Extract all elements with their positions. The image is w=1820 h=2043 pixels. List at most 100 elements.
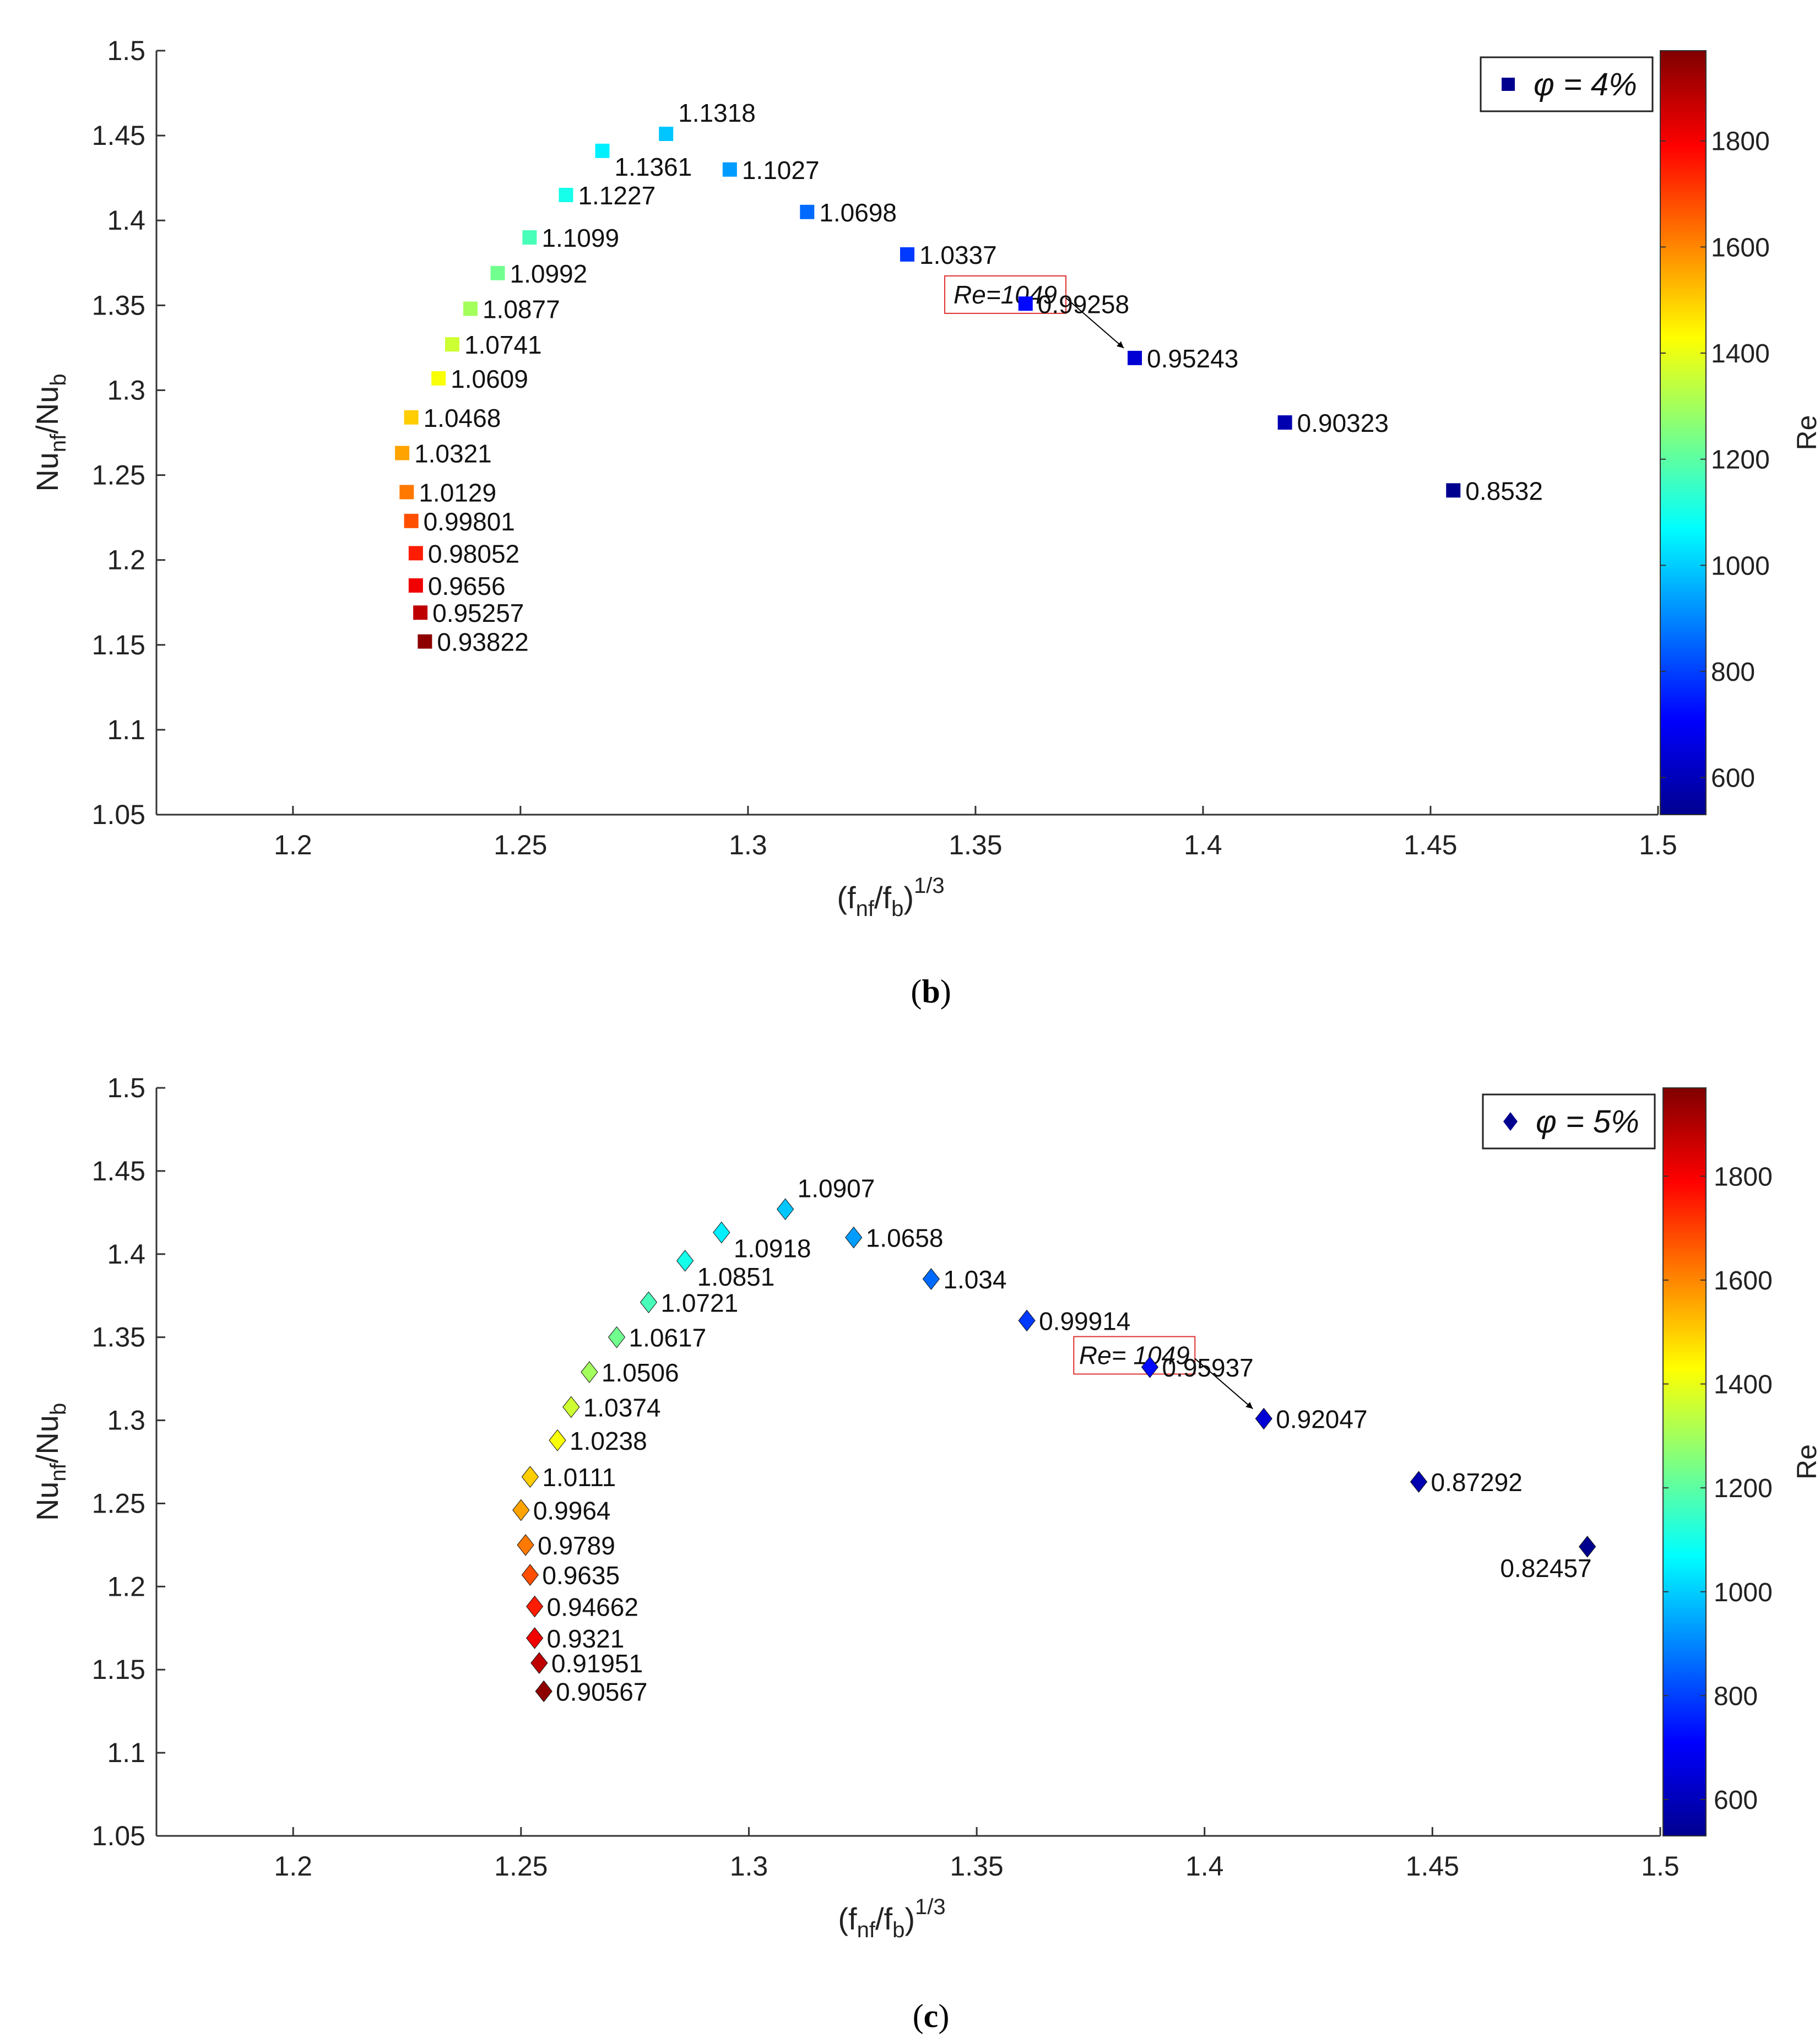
y-tick-label: 1.45: [92, 120, 145, 151]
y-tick-label: 1.25: [92, 460, 145, 491]
x-tick-label: 1.25: [494, 1851, 548, 1882]
data-point: [521, 1466, 539, 1488]
legend-text: φ = 5%: [1536, 1104, 1639, 1140]
data-label: 0.9789: [538, 1531, 615, 1560]
panel-c: 1.2 1.25 1.3 1.35 1.4 1.45 1.5 1.05 1.1 1.15 1.2 1.…: [30, 1072, 1820, 1942]
colorbar-tick-label: 1800: [1714, 1162, 1773, 1191]
data-point: [1018, 296, 1033, 311]
x-tick-label: 1.35: [949, 830, 1002, 860]
data-label: 0.90567: [556, 1677, 647, 1706]
y-tick-label: 1.15: [92, 1654, 145, 1685]
y-tick-label: 1.5: [107, 1072, 145, 1103]
data-label: 1.0877: [483, 295, 560, 323]
y-tick-label: 1.05: [92, 1820, 145, 1851]
y-tick-label: 1.1: [107, 714, 145, 745]
y-axis-label: Nunf/Nub: [30, 373, 71, 491]
x-tick-label: 1.2: [274, 830, 312, 860]
data-point: [526, 1595, 544, 1618]
data-label: 0.91951: [551, 1649, 643, 1678]
data-point: [535, 1680, 552, 1703]
data-point: [1446, 483, 1461, 498]
y-tick-label: 1.3: [107, 375, 145, 405]
data-point: [521, 1564, 539, 1586]
colorbar-label: Re: [1791, 415, 1820, 451]
colorbar-tick-label: 800: [1711, 658, 1755, 687]
data-point: [404, 513, 419, 528]
data-label: 0.99258: [1038, 290, 1129, 318]
data-point: [413, 605, 428, 620]
data-label: 0.92047: [1276, 1405, 1367, 1434]
legend-text: φ = 4%: [1534, 67, 1637, 102]
x-tick-label: 1.5: [1641, 1851, 1680, 1882]
data-label: 0.98052: [428, 539, 519, 568]
data-label: 1.1227: [578, 181, 656, 210]
data-label: 1.0698: [819, 198, 897, 227]
data-point: [1255, 1407, 1272, 1430]
colorbar-tick-label: 1800: [1711, 127, 1770, 156]
colorbar-tick-label: 600: [1711, 764, 1755, 793]
annotation-text: Re= 1049: [1079, 1341, 1190, 1370]
data-point: [676, 1250, 694, 1272]
data-label: 0.99801: [424, 507, 515, 536]
data-point: [408, 578, 423, 593]
data-label: 1.0238: [570, 1427, 647, 1455]
colorbar-tick-label: 800: [1714, 1682, 1758, 1711]
annotation-box: [1073, 1336, 1196, 1375]
data-point: [900, 247, 914, 262]
data-point: [776, 1198, 794, 1221]
data-point: [1018, 1309, 1036, 1332]
data-label: 0.95937: [1162, 1353, 1253, 1382]
x-tick-label: 1.3: [730, 1851, 768, 1882]
colorbar-tick-label: 1400: [1711, 339, 1770, 369]
data-point: [395, 446, 410, 460]
legend-marker: [1502, 78, 1515, 91]
data-point: [800, 204, 815, 219]
data-label: 0.95257: [432, 599, 524, 627]
y-axis-label: Nunf/Nub: [30, 1403, 71, 1521]
data-label: 0.93822: [437, 628, 528, 657]
colorbar-label: Re: [1791, 1444, 1820, 1480]
data-label: 1.0468: [424, 404, 501, 432]
data-point: [404, 410, 419, 425]
panel-b-caption: (b): [911, 973, 951, 1010]
data-point: [1141, 1356, 1159, 1378]
y-tick-label: 1.35: [92, 1322, 145, 1353]
data-point: [1410, 1471, 1428, 1493]
data-label: 1.0918: [734, 1234, 811, 1263]
data-label: 1.0992: [510, 259, 588, 288]
data-label: 1.0609: [451, 365, 528, 393]
x-axis-label: (fnf/fb)1/3: [838, 1895, 945, 1942]
colorbar-tick-label: 1000: [1714, 1578, 1773, 1607]
data-point: [530, 1652, 548, 1674]
colorbar-tick-label: 600: [1714, 1786, 1758, 1815]
y-tick-label: 1.5: [107, 35, 145, 66]
data-label: 0.8532: [1465, 476, 1543, 505]
data-label: 0.90323: [1297, 409, 1389, 437]
x-tick-label: 1.3: [729, 830, 767, 860]
y-tick-label: 1.1: [107, 1737, 145, 1768]
data-label: 1.0658: [866, 1224, 944, 1253]
data-point: [463, 301, 478, 316]
data-label: 1.1318: [678, 99, 756, 127]
data-point: [408, 546, 423, 561]
data-label: 1.0506: [602, 1358, 679, 1387]
x-tick-label: 1.25: [494, 830, 547, 860]
y-tick-label: 1.2: [107, 1571, 145, 1602]
y-tick-label: 1.25: [92, 1488, 145, 1519]
data-label: 1.1099: [541, 224, 619, 252]
data-label: 1.0721: [660, 1288, 738, 1317]
data-point: [399, 485, 414, 500]
data-label: 0.82457: [1500, 1554, 1591, 1583]
annotation-box: [944, 275, 1067, 314]
data-label: 1.034: [943, 1265, 1006, 1294]
data-point: [517, 1534, 534, 1556]
data-label: 0.99914: [1039, 1307, 1130, 1335]
data-label: 1.0907: [798, 1174, 875, 1202]
x-tick-label: 1.45: [1404, 830, 1457, 860]
data-point: [1128, 350, 1142, 365]
x-tick-label: 1.4: [1184, 830, 1222, 860]
colorbar: [1662, 1087, 1707, 1836]
data-label: 1.0111: [542, 1463, 616, 1492]
colorbar-tick-label: 1200: [1714, 1474, 1773, 1503]
data-point: [722, 162, 737, 177]
